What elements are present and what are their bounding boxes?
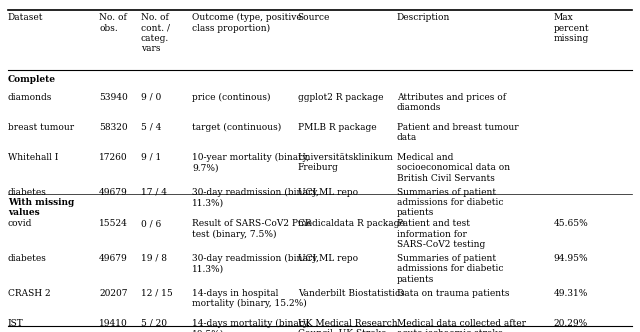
Text: 17 / 4: 17 / 4 bbox=[141, 188, 167, 197]
Text: 49679: 49679 bbox=[99, 188, 128, 197]
Text: Universitätsklinikum
Freiburg: Universitätsklinikum Freiburg bbox=[298, 153, 394, 172]
Text: price (continous): price (continous) bbox=[192, 93, 271, 102]
Text: ggplot2 R package: ggplot2 R package bbox=[298, 93, 383, 102]
Text: 58320: 58320 bbox=[99, 123, 128, 132]
Text: Max
percent
missing: Max percent missing bbox=[554, 13, 589, 43]
Text: Description: Description bbox=[397, 13, 450, 22]
Text: Dataset: Dataset bbox=[8, 13, 43, 22]
Text: 20207: 20207 bbox=[99, 289, 128, 298]
Text: No. of
obs.: No. of obs. bbox=[99, 13, 127, 33]
Text: Patient and breast tumour
data: Patient and breast tumour data bbox=[397, 123, 518, 142]
Text: Medical data collected after
acute ischaemic stroke
event: Medical data collected after acute ischa… bbox=[397, 319, 526, 332]
Text: Outcome (type, positive
class proportion): Outcome (type, positive class proportion… bbox=[192, 13, 301, 33]
Text: Summaries of patient
admissions for diabetic
patients: Summaries of patient admissions for diab… bbox=[397, 254, 503, 284]
Text: 9 / 0: 9 / 0 bbox=[141, 93, 161, 102]
Text: UCI ML repo: UCI ML repo bbox=[298, 188, 358, 197]
Text: Complete: Complete bbox=[8, 75, 56, 84]
Text: 94.95%: 94.95% bbox=[554, 254, 588, 263]
Text: With missing
values: With missing values bbox=[8, 198, 74, 217]
Text: Medical and
socioeconomical data on
British Civil Servants: Medical and socioeconomical data on Brit… bbox=[397, 153, 510, 183]
Text: 19410: 19410 bbox=[99, 319, 128, 328]
Text: covid: covid bbox=[8, 219, 32, 228]
Text: 10-year mortality (binary,
9.7%): 10-year mortality (binary, 9.7%) bbox=[192, 153, 309, 172]
Text: Whitehall I: Whitehall I bbox=[8, 153, 58, 162]
Text: breast tumour: breast tumour bbox=[8, 123, 74, 132]
Text: 49679: 49679 bbox=[99, 254, 128, 263]
Text: 12 / 15: 12 / 15 bbox=[141, 289, 173, 298]
Text: 17260: 17260 bbox=[99, 153, 128, 162]
Text: Attributes and prices of
diamonds: Attributes and prices of diamonds bbox=[397, 93, 506, 112]
Text: Data on trauma patients: Data on trauma patients bbox=[397, 289, 509, 298]
Text: diamonds: diamonds bbox=[8, 93, 52, 102]
Text: 5 / 20: 5 / 20 bbox=[141, 319, 167, 328]
Text: No. of
cont. /
categ.
vars: No. of cont. / categ. vars bbox=[141, 13, 170, 53]
Text: 19 / 8: 19 / 8 bbox=[141, 254, 167, 263]
Text: 15524: 15524 bbox=[99, 219, 128, 228]
Text: UCI ML repo: UCI ML repo bbox=[298, 254, 358, 263]
Text: 49.31%: 49.31% bbox=[554, 289, 588, 298]
Text: target (continuous): target (continuous) bbox=[192, 123, 281, 132]
Text: 9 / 1: 9 / 1 bbox=[141, 153, 161, 162]
Text: 30-day readmission (binary,
11.3%): 30-day readmission (binary, 11.3%) bbox=[192, 188, 319, 207]
Text: IST: IST bbox=[8, 319, 24, 328]
Text: Result of SARS-CoV2 PCR
test (binary, 7.5%): Result of SARS-CoV2 PCR test (binary, 7.… bbox=[192, 219, 312, 239]
Text: Vanderbilt Biostatistics: Vanderbilt Biostatistics bbox=[298, 289, 404, 298]
Text: 53940: 53940 bbox=[99, 93, 128, 102]
Text: diabetes: diabetes bbox=[8, 188, 47, 197]
Text: CRASH 2: CRASH 2 bbox=[8, 289, 51, 298]
Text: Patient and test
information for
SARS-CoV2 testing: Patient and test information for SARS-Co… bbox=[397, 219, 485, 249]
Text: UK Medical Research
Council, UK Stroke
Association, European
Union BIOMED-1 prog: UK Medical Research Council, UK Stroke A… bbox=[298, 319, 420, 332]
Text: 5 / 4: 5 / 4 bbox=[141, 123, 161, 132]
Text: 30-day readmission (binary,
11.3%): 30-day readmission (binary, 11.3%) bbox=[192, 254, 319, 274]
Text: diabetes: diabetes bbox=[8, 254, 47, 263]
Text: 20.29%: 20.29% bbox=[554, 319, 588, 328]
Text: 0 / 6: 0 / 6 bbox=[141, 219, 161, 228]
Text: 14-days mortality (binary,
10.5%): 14-days mortality (binary, 10.5%) bbox=[192, 319, 310, 332]
Text: Source: Source bbox=[298, 13, 330, 22]
Text: 45.65%: 45.65% bbox=[554, 219, 588, 228]
Text: PMLB R package: PMLB R package bbox=[298, 123, 376, 132]
Text: medicaldata R package: medicaldata R package bbox=[298, 219, 404, 228]
Text: 14-days in hospital
mortality (binary, 15.2%): 14-days in hospital mortality (binary, 1… bbox=[192, 289, 307, 308]
Text: Summaries of patient
admissions for diabetic
patients: Summaries of patient admissions for diab… bbox=[397, 188, 503, 217]
